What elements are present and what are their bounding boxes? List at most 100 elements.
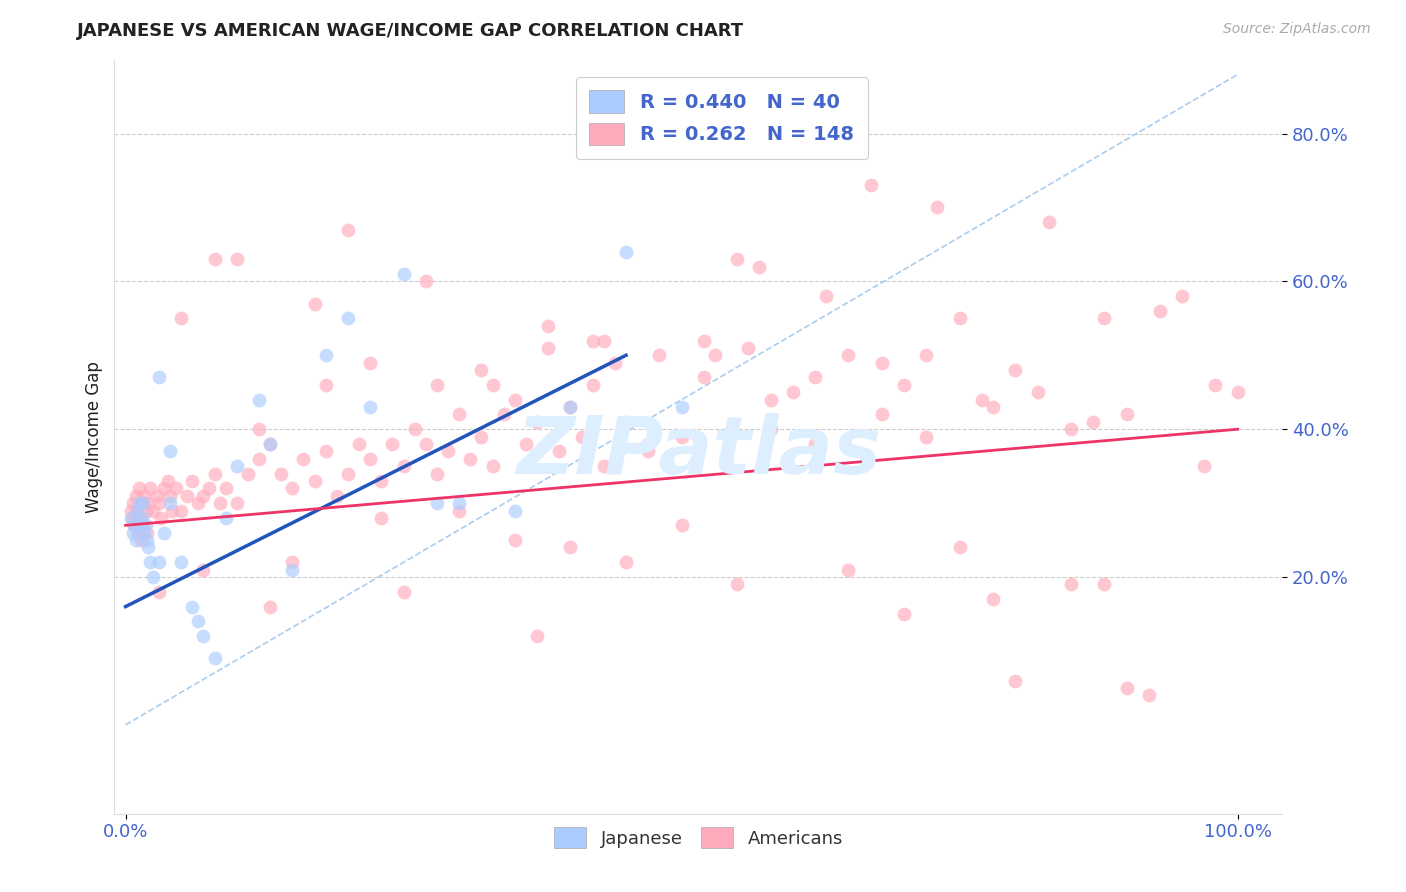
Point — [135, 533, 157, 547]
Point — [153, 525, 176, 540]
Point — [571, 429, 593, 443]
Point — [150, 511, 173, 525]
Point — [193, 629, 215, 643]
Point — [804, 370, 827, 384]
Point — [614, 244, 637, 259]
Point — [1092, 577, 1115, 591]
Point — [204, 651, 226, 665]
Point — [1004, 673, 1026, 688]
Point — [492, 408, 515, 422]
Point — [1115, 408, 1137, 422]
Point — [336, 467, 359, 481]
Point — [392, 459, 415, 474]
Point — [162, 503, 184, 517]
Point — [537, 341, 560, 355]
Point — [135, 503, 157, 517]
Point — [134, 525, 156, 540]
Point — [893, 607, 915, 621]
Point — [859, 178, 882, 193]
Point — [404, 422, 426, 436]
Point — [181, 599, 204, 614]
Point — [148, 584, 170, 599]
Point — [725, 577, 748, 591]
Point — [426, 377, 449, 392]
Point — [560, 541, 582, 555]
Point — [148, 555, 170, 569]
Point — [503, 533, 526, 547]
Point — [614, 415, 637, 429]
Point — [981, 592, 1004, 607]
Point — [145, 489, 167, 503]
Point — [187, 615, 209, 629]
Point — [359, 451, 381, 466]
Point — [193, 563, 215, 577]
Point — [437, 444, 460, 458]
Point — [1226, 385, 1249, 400]
Point — [1194, 459, 1216, 474]
Point — [526, 415, 548, 429]
Point — [671, 429, 693, 443]
Point — [370, 474, 392, 488]
Point — [1149, 304, 1171, 318]
Point — [460, 451, 482, 466]
Point — [392, 584, 415, 599]
Point — [170, 555, 193, 569]
Point — [142, 503, 165, 517]
Point — [135, 518, 157, 533]
Point — [603, 356, 626, 370]
Point — [122, 525, 145, 540]
Point — [315, 444, 337, 458]
Point — [204, 467, 226, 481]
Point — [737, 341, 759, 355]
Point — [132, 496, 155, 510]
Point — [135, 525, 157, 540]
Point — [187, 496, 209, 510]
Point — [537, 318, 560, 333]
Point — [426, 496, 449, 510]
Point — [124, 518, 146, 533]
Point — [225, 459, 247, 474]
Point — [193, 489, 215, 503]
Point — [970, 392, 993, 407]
Point — [122, 496, 145, 510]
Point — [704, 348, 727, 362]
Point — [981, 400, 1004, 414]
Point — [292, 451, 315, 466]
Point — [225, 496, 247, 510]
Point — [139, 555, 162, 569]
Point — [1171, 289, 1194, 303]
Point — [526, 629, 548, 643]
Point — [170, 503, 193, 517]
Point — [804, 437, 827, 451]
Point — [127, 525, 149, 540]
Point — [614, 555, 637, 569]
Point — [481, 459, 503, 474]
Point — [259, 437, 281, 451]
Point — [782, 385, 804, 400]
Point — [170, 311, 193, 326]
Point — [815, 289, 838, 303]
Point — [214, 511, 236, 525]
Point — [359, 400, 381, 414]
Point — [927, 201, 949, 215]
Point — [1205, 377, 1227, 392]
Point — [129, 518, 152, 533]
Y-axis label: Wage/Income Gap: Wage/Income Gap — [86, 360, 103, 513]
Text: JAPANESE VS AMERICAN WAGE/INCOME GAP CORRELATION CHART: JAPANESE VS AMERICAN WAGE/INCOME GAP COR… — [77, 22, 744, 40]
Point — [236, 467, 259, 481]
Point — [637, 444, 659, 458]
Point — [214, 481, 236, 495]
Point — [592, 334, 614, 348]
Point — [159, 444, 181, 458]
Point — [415, 274, 437, 288]
Point — [336, 311, 359, 326]
Point — [759, 422, 782, 436]
Point — [470, 429, 492, 443]
Point — [128, 481, 150, 495]
Point — [132, 518, 155, 533]
Point — [153, 481, 176, 495]
Point — [671, 518, 693, 533]
Point — [1004, 363, 1026, 377]
Point — [142, 570, 165, 584]
Point — [139, 481, 162, 495]
